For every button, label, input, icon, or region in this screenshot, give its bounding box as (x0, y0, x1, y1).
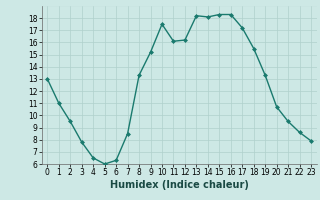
X-axis label: Humidex (Indice chaleur): Humidex (Indice chaleur) (110, 180, 249, 190)
